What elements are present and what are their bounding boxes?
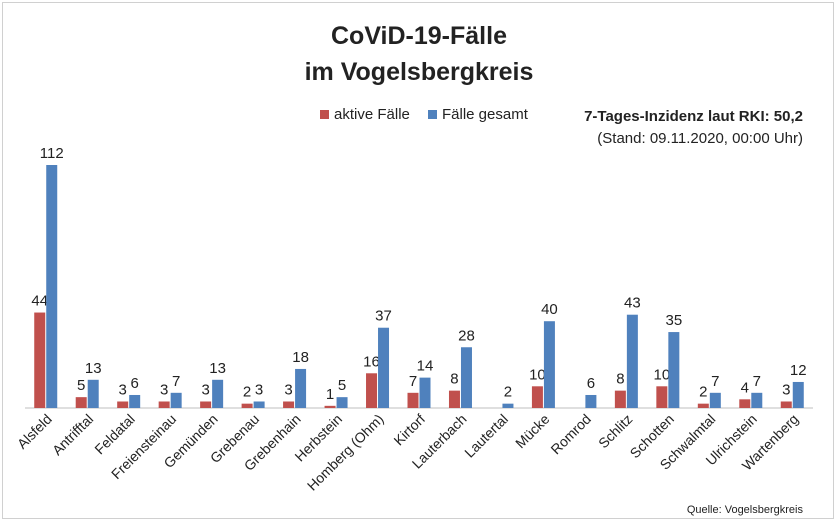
data-label-total-romrod: 6: [587, 375, 595, 392]
data-label-total-grebenau: 3: [255, 381, 263, 398]
legend-label-active: aktive Fälle: [334, 106, 410, 123]
bar-active-schlitz: [614, 390, 626, 408]
data-label-active-gemünden: 3: [201, 381, 209, 398]
legend-swatch-active: [320, 110, 329, 119]
data-label-total-lauterbach: 28: [458, 327, 475, 344]
x-tick-label-mücke: Mücke: [512, 411, 553, 452]
bar-total-alsfeld: [46, 165, 58, 408]
chart-frame: [2, 2, 834, 519]
bar-active-feldatal: [117, 401, 129, 408]
data-label-active-mücke: 10: [529, 366, 546, 383]
data-label-active-kirtorf: 7: [409, 373, 417, 390]
chart-title: CoViD-19-Fälle: [331, 22, 507, 50]
data-label-active-grebenau: 2: [243, 384, 251, 401]
bar-active-grebenhain: [283, 401, 295, 408]
data-label-total-ulrichstein: 7: [753, 373, 761, 390]
data-label-total-wartenberg: 12: [790, 362, 807, 379]
data-label-active-wartenberg: 3: [782, 381, 790, 398]
bar-total-schwalmtal: [709, 392, 721, 408]
bar-active-lauterbach: [448, 390, 460, 408]
x-tick-label-alsfeld: Alsfeld: [14, 411, 55, 452]
data-label-total-mücke: 40: [541, 301, 558, 318]
bar-total-schlitz: [626, 314, 638, 408]
source-note: Quelle: Vogelsbergkreis: [687, 504, 804, 516]
bar-total-lauterbach: [460, 347, 472, 408]
x-tick-label-schlitz: Schlitz: [595, 411, 635, 451]
bar-total-lautertal: [502, 403, 514, 408]
bar-total-homberg-ohm: [378, 327, 390, 408]
bar-total-mücke: [543, 321, 555, 408]
bar-total-schotten: [668, 332, 680, 408]
bar-active-ulrichstein: [739, 399, 751, 408]
bar-active-schwalmtal: [697, 403, 709, 408]
bar-active-mücke: [531, 386, 543, 408]
bar-total-wartenberg: [792, 381, 804, 408]
bar-active-schotten: [656, 386, 668, 408]
data-label-active-grebenhain: 3: [284, 381, 292, 398]
bar-total-kirtorf: [419, 377, 431, 408]
bar-total-antrifftal: [87, 379, 99, 408]
data-label-total-schlitz: 43: [624, 295, 641, 312]
bar-total-grebenhain: [295, 368, 307, 408]
x-tick-label-antrifftal: Antrifftal: [49, 411, 96, 458]
bar-active-herbstein: [324, 405, 336, 408]
bar-total-grebenau: [253, 401, 265, 408]
data-label-total-grebenhain: 18: [292, 349, 309, 366]
data-label-active-schotten: 10: [653, 366, 670, 383]
bar-active-alsfeld: [34, 312, 46, 408]
data-label-active-herbstein: 1: [326, 386, 334, 403]
data-label-total-alsfeld: 112: [40, 145, 64, 162]
status-note: (Stand: 09.11.2020, 00:00 Uhr): [597, 130, 803, 147]
bar-active-homberg-ohm: [366, 373, 378, 408]
data-label-active-schlitz: 8: [616, 371, 624, 388]
bar-total-ulrichstein: [751, 392, 763, 408]
bar-total-romrod: [585, 394, 597, 408]
bar-total-gemünden: [212, 379, 224, 408]
data-label-total-freiensteinau: 7: [172, 373, 180, 390]
chart-subtitle: im Vogelsbergkreis: [305, 58, 534, 86]
data-label-total-schotten: 35: [665, 312, 682, 329]
bar-total-herbstein: [336, 397, 348, 408]
x-tick-label-kirtorf: Kirtorf: [390, 411, 428, 449]
data-label-total-kirtorf: 14: [417, 358, 434, 375]
data-label-total-herbstein: 5: [338, 377, 346, 394]
bar-active-kirtorf: [407, 392, 419, 408]
data-label-total-schwalmtal: 7: [711, 373, 719, 390]
data-label-active-schwalmtal: 2: [699, 384, 707, 401]
data-label-total-gemünden: 13: [209, 360, 226, 377]
legend-swatch-total: [428, 110, 437, 119]
bar-total-feldatal: [129, 394, 141, 408]
data-label-total-antrifftal: 13: [85, 360, 102, 377]
data-label-active-alsfeld: 44: [31, 293, 48, 310]
data-label-active-ulrichstein: 4: [741, 379, 749, 396]
data-label-total-lautertal: 2: [504, 384, 512, 401]
data-label-active-antrifftal: 5: [77, 377, 85, 394]
data-label-total-feldatal: 6: [131, 375, 139, 392]
incidence-note: 7-Tages-Inzidenz laut RKI: 50,2: [584, 108, 803, 125]
bar-active-antrifftal: [75, 397, 87, 408]
data-label-active-lauterbach: 8: [450, 371, 458, 388]
data-label-active-feldatal: 3: [119, 381, 127, 398]
bar-active-gemünden: [200, 401, 212, 408]
bar-active-wartenberg: [780, 401, 792, 408]
x-tick-label-romrod: Romrod: [547, 411, 594, 458]
data-label-active-freiensteinau: 3: [160, 381, 168, 398]
legend-label-total: Fälle gesamt: [442, 106, 529, 123]
data-label-total-homberg-ohm: 37: [375, 308, 392, 325]
bar-active-freiensteinau: [158, 401, 170, 408]
x-tick-label-homberg-ohm: Homberg (Ohm): [304, 411, 387, 494]
x-tick-label-lautertal: Lautertal: [461, 411, 511, 461]
legend: aktive Fälle Fälle gesamt: [320, 106, 529, 123]
bar-active-grebenau: [241, 403, 253, 408]
data-label-active-homberg-ohm: 16: [363, 353, 380, 370]
bar-total-freiensteinau: [170, 392, 182, 408]
